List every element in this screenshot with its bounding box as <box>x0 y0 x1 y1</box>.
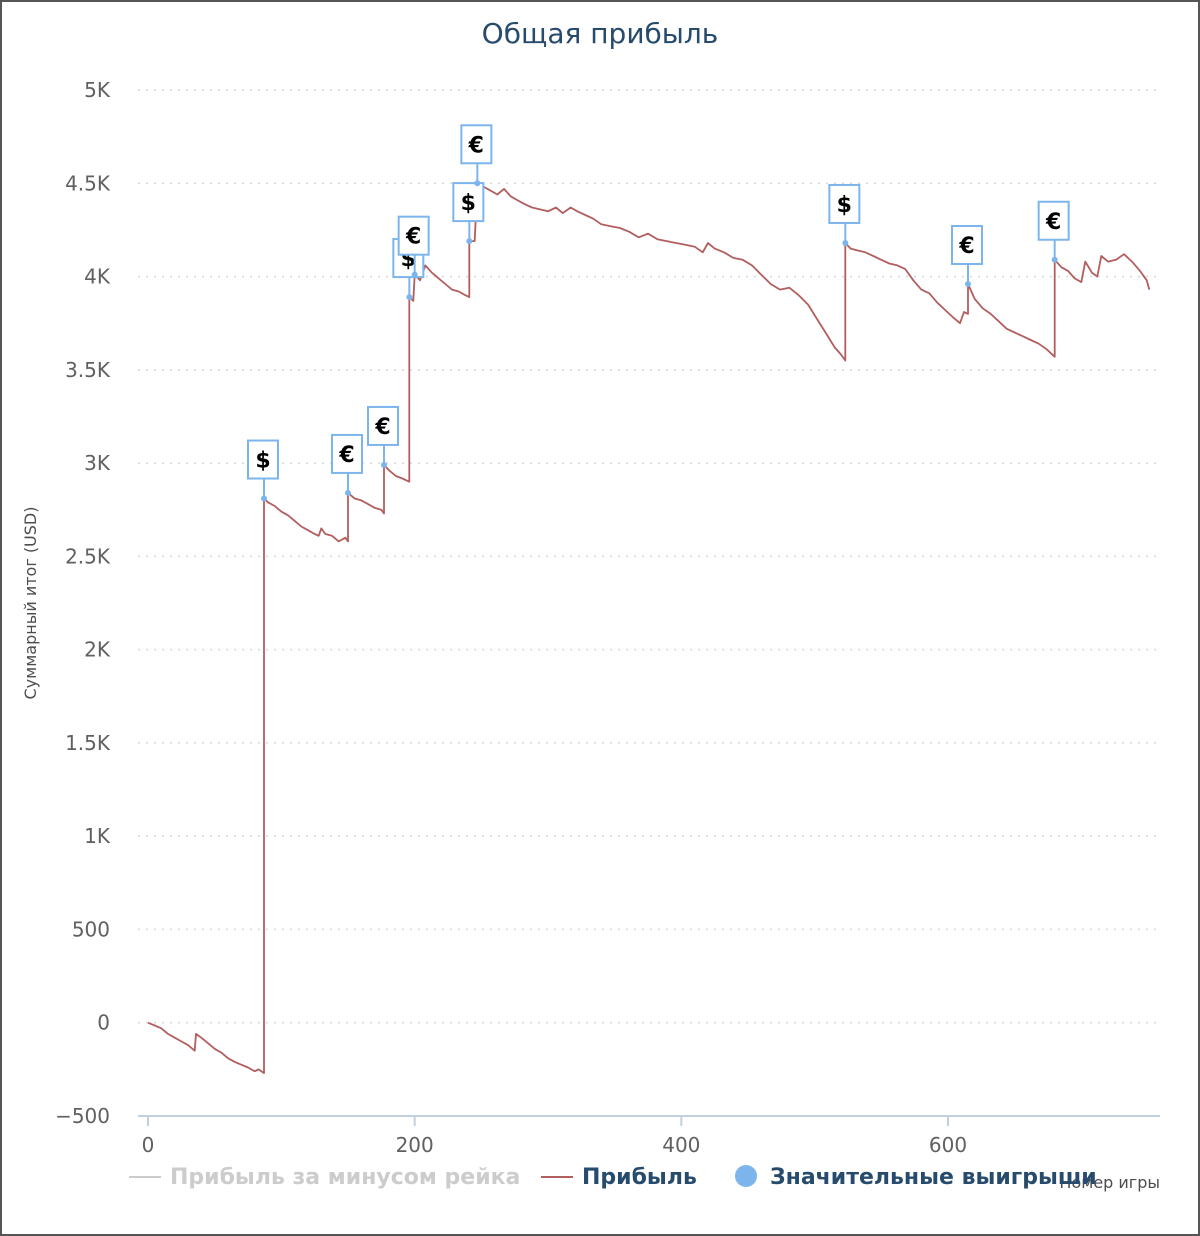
legend-label: Прибыль <box>582 1165 697 1190</box>
flag-symbol: € <box>405 225 421 250</box>
flag-symbol: € <box>468 133 484 158</box>
x-tick-label: 0 <box>142 1133 155 1157</box>
flag-symbol: $ <box>837 193 852 218</box>
legend-item-net-profit[interactable]: Прибыль за минусом рейка <box>129 1165 520 1190</box>
y-tick-label: 0 <box>97 1011 110 1035</box>
series-layer <box>147 182 1151 1074</box>
x-axis: 0 200 400 600 <box>138 1115 1160 1157</box>
y-tick-label: 3.5K <box>65 358 111 382</box>
flag-point <box>474 180 481 187</box>
y-tick-label: 2K <box>84 638 111 662</box>
big-win-flag[interactable]: € <box>367 405 399 468</box>
flag-symbol: € <box>958 234 974 259</box>
flag-symbol: € <box>338 443 354 468</box>
flag-box <box>1037 200 1070 241</box>
flag-box <box>460 124 493 165</box>
flag-point <box>842 239 849 246</box>
legend-item-big-wins[interactable]: Значительные выигрыши <box>735 1165 1097 1190</box>
flag-box <box>452 182 485 223</box>
x-axis-title: Номер игры <box>1059 1173 1160 1192</box>
y-tick-label: 2.5K <box>65 544 111 568</box>
y-tick-label: 4.5K <box>65 171 111 195</box>
y-tick-label: 500 <box>72 917 110 941</box>
flag-box <box>247 439 279 480</box>
legend-circle-marker <box>735 1165 757 1187</box>
big-win-flag[interactable]: € <box>951 225 983 288</box>
flag-symbol: € <box>374 415 390 440</box>
big-win-flag[interactable]: € <box>331 433 363 496</box>
big-win-flag[interactable]: $ <box>247 439 279 502</box>
flag-point <box>411 271 418 278</box>
legend-label: Значительные выигрыши <box>770 1165 1097 1190</box>
flag-point <box>261 495 267 502</box>
x-tick-label: 600 <box>929 1133 967 1157</box>
flags-layer: $ €€$€$€$€€ <box>247 124 1070 502</box>
legend-item-profit[interactable]: Прибыль <box>541 1165 697 1190</box>
y-axis-ticks: −500 0 500 1K 1.5K 2K 2.5K 3K 3.5K 4K 4.5K 5K <box>55 78 111 1128</box>
x-tick-label: 400 <box>662 1133 700 1157</box>
flag-point <box>965 281 971 288</box>
x-tick-label: 200 <box>396 1133 434 1157</box>
grid-lines <box>138 89 1160 1024</box>
flag-point <box>406 294 413 301</box>
legend-label: Прибыль за минусом рейка <box>170 1165 520 1190</box>
y-axis-title: Суммарный итог (USD) <box>21 507 40 700</box>
flag-point <box>466 238 473 245</box>
flag-point <box>381 461 387 468</box>
y-tick-label: 5K <box>84 78 111 102</box>
flag-box <box>367 405 399 446</box>
y-tick-label: 1.5K <box>65 731 111 755</box>
big-win-flag[interactable]: $ <box>828 183 861 246</box>
flag-point <box>1051 256 1058 263</box>
flag-box <box>951 225 983 266</box>
legend: Прибыль за минусом рейка Прибыль Значите… <box>129 1165 1097 1190</box>
flag-symbol: $ <box>461 191 476 216</box>
big-win-flag[interactable]: € <box>460 124 493 187</box>
y-tick-label: −500 <box>55 1104 110 1128</box>
flag-box <box>397 215 430 256</box>
big-win-flag[interactable]: € <box>1037 200 1070 263</box>
y-tick-label: 4K <box>84 265 111 289</box>
big-win-flag[interactable]: $ <box>452 182 485 245</box>
y-tick-label: 3K <box>84 451 111 475</box>
big-win-flag[interactable]: € <box>397 215 430 278</box>
chart-title: Общая прибыль <box>482 17 719 50</box>
flag-symbol: € <box>1045 210 1061 235</box>
flag-point <box>345 489 351 496</box>
flag-box <box>828 183 861 224</box>
flag-box <box>331 433 363 474</box>
flag-symbol: $ <box>255 449 270 474</box>
y-tick-label: 1K <box>84 824 111 848</box>
series-line-profit <box>147 182 1151 1074</box>
